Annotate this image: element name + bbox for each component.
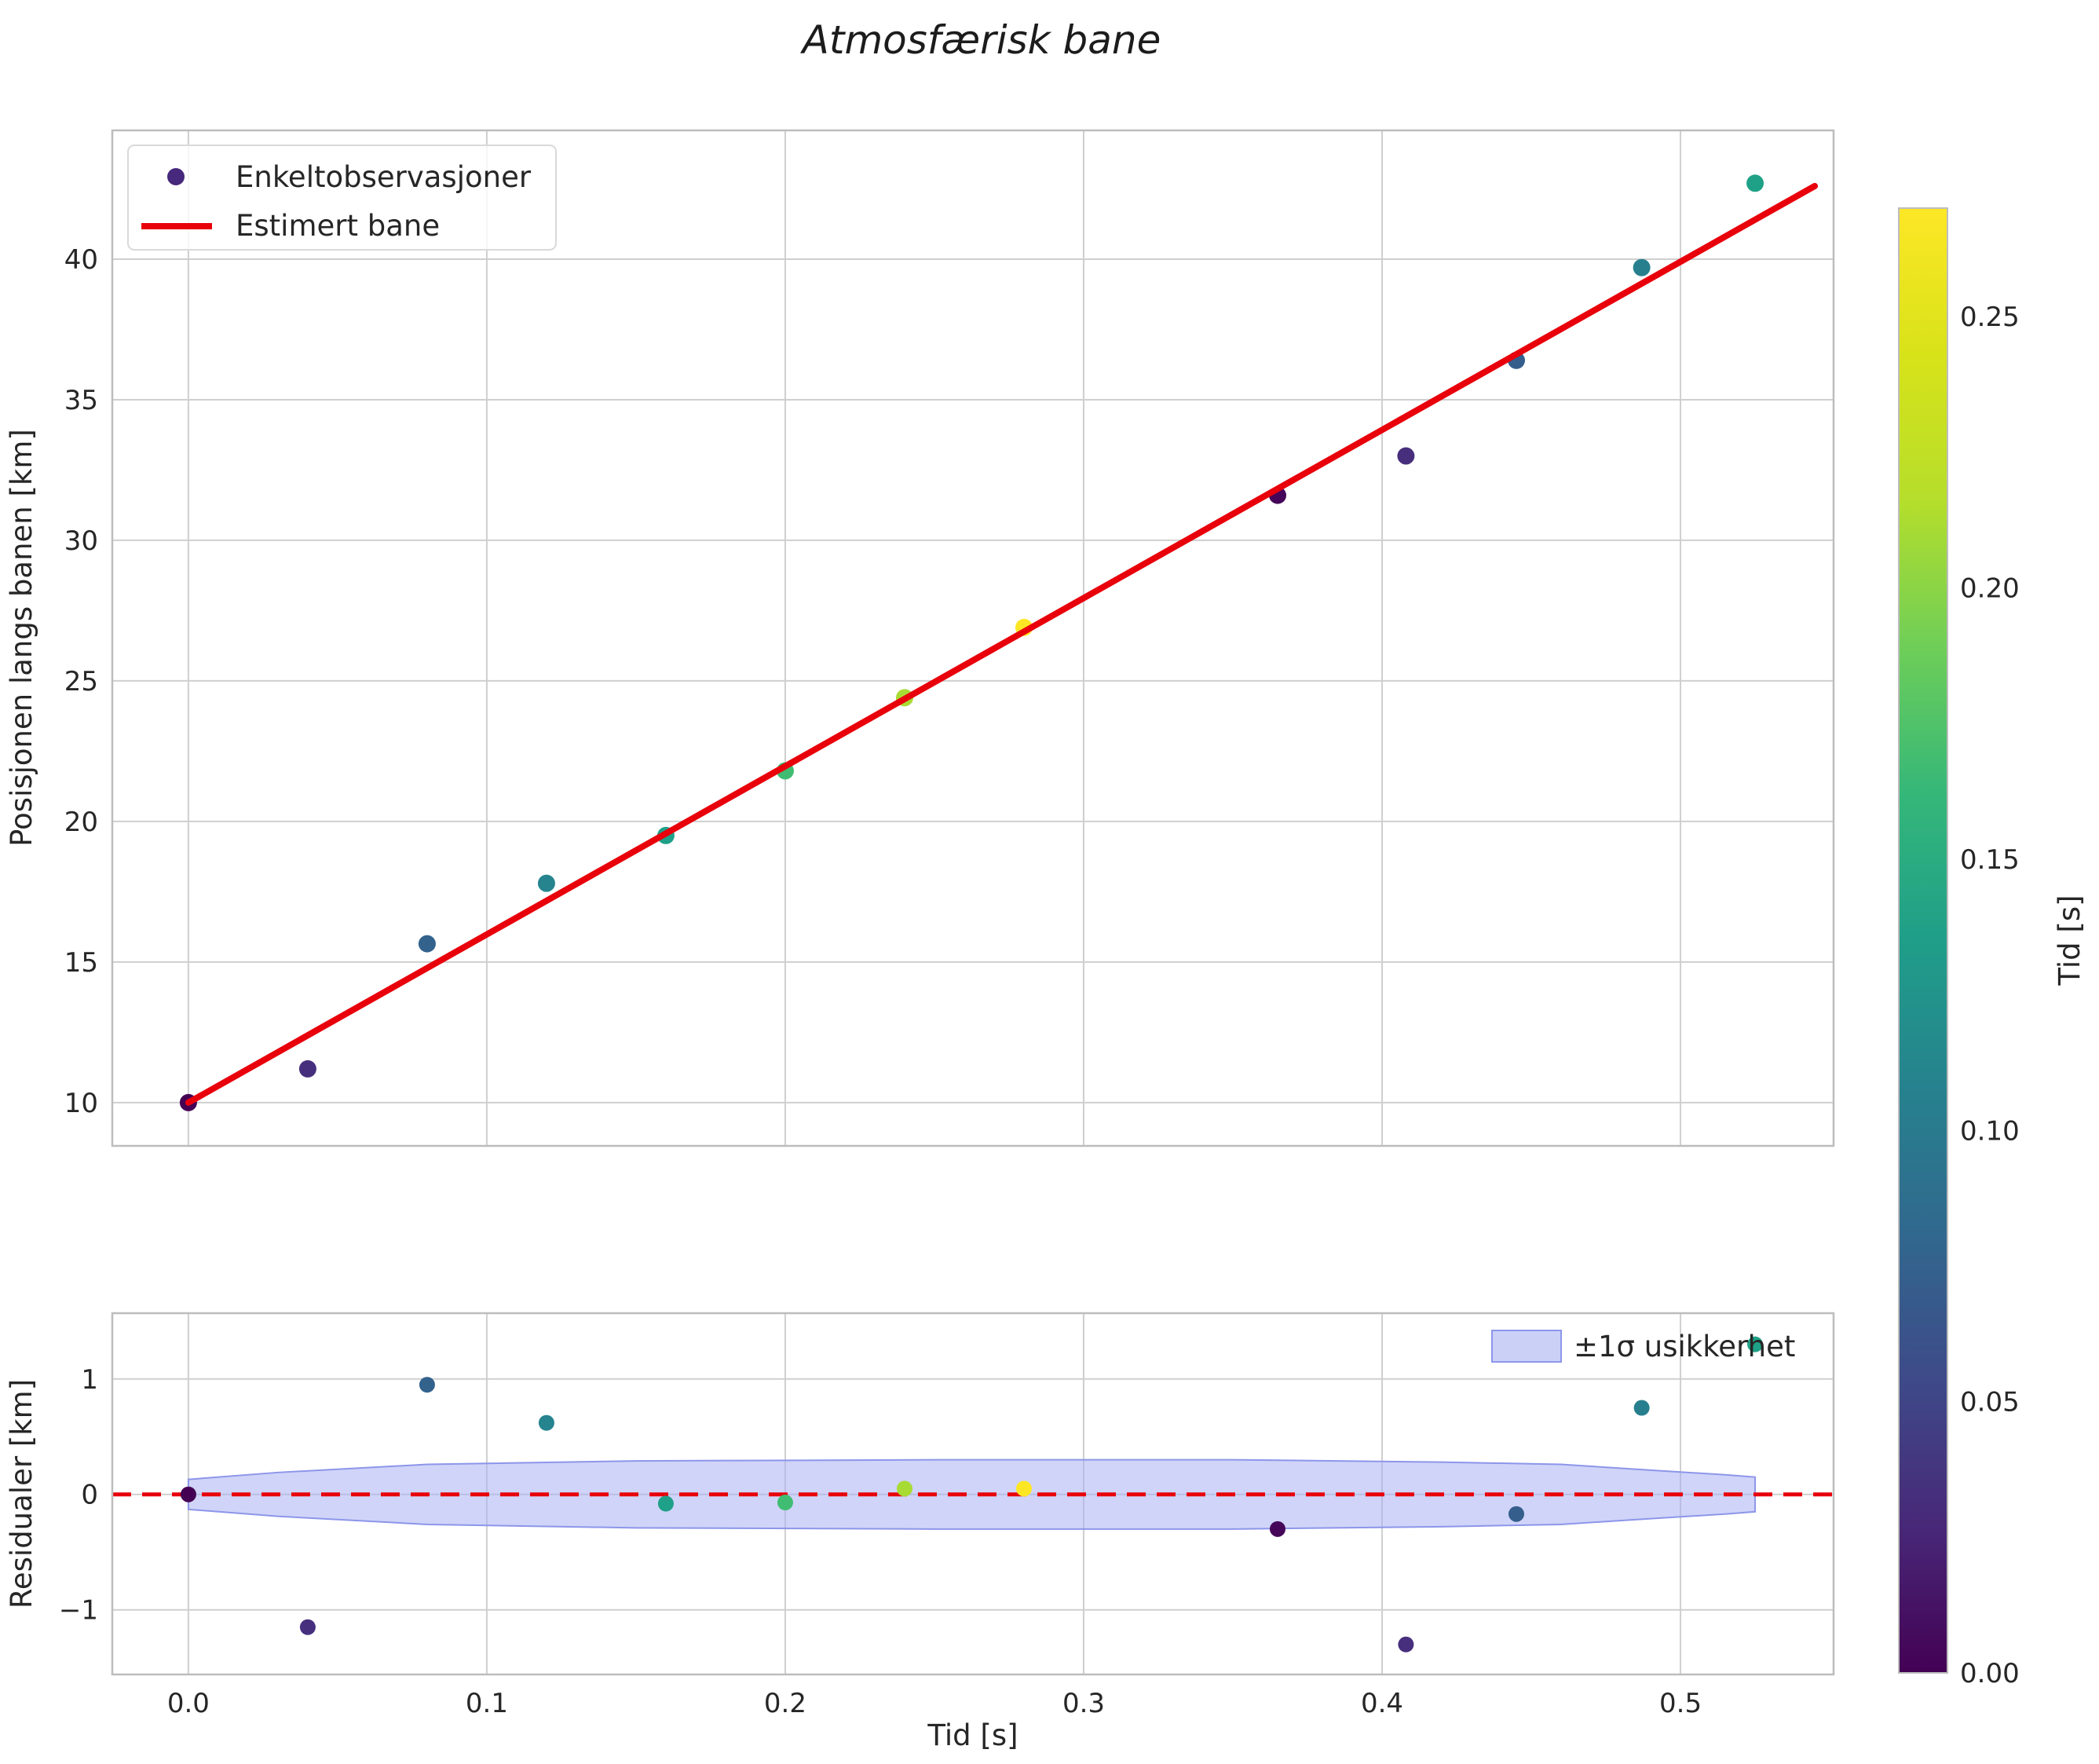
chart-title: Atmosfærisk bane bbox=[800, 17, 1161, 63]
legend-band-patch-icon bbox=[1492, 1330, 1561, 1362]
colorbar-tick-label: 0.25 bbox=[1960, 302, 2020, 333]
legend-frame bbox=[127, 145, 557, 251]
observation-point bbox=[1633, 258, 1651, 276]
observation-point bbox=[418, 935, 436, 953]
trajectory-y-tick-label: 25 bbox=[64, 666, 98, 697]
x-tick-label: 0.1 bbox=[466, 1688, 508, 1719]
legend-line-label: Estimert bane bbox=[236, 209, 440, 243]
colorbar-gradient-bar bbox=[1898, 207, 1948, 1674]
residual-point bbox=[657, 1495, 674, 1512]
residual-y-tick-label: 1 bbox=[81, 1364, 98, 1396]
residual-point bbox=[1747, 1336, 1764, 1352]
x-tick-label: 0.0 bbox=[167, 1688, 210, 1719]
trajectory-plot-spine bbox=[111, 129, 1835, 1147]
trajectory-y-tick-label: 20 bbox=[64, 807, 98, 838]
observation-point bbox=[298, 1059, 316, 1078]
uncertainty-band-layer bbox=[112, 1458, 1834, 1530]
fit-line bbox=[185, 182, 1819, 1106]
observation-point bbox=[1397, 447, 1415, 465]
residual-point bbox=[777, 1495, 793, 1511]
trajectory-y-tick-label: 10 bbox=[64, 1088, 98, 1119]
residual-point bbox=[1508, 1506, 1525, 1522]
x-tick-label: 0.3 bbox=[1062, 1688, 1105, 1719]
trajectory-y-tick-label: 40 bbox=[64, 244, 98, 276]
residual-point bbox=[180, 1486, 196, 1502]
observation-point bbox=[537, 874, 555, 892]
residual-point bbox=[538, 1414, 554, 1431]
x-tick-label: 0.2 bbox=[764, 1688, 806, 1719]
residual-legend: ±1σ usikkerhet bbox=[1491, 1330, 1795, 1363]
legend-band-label: ±1σ usikkerhet bbox=[1574, 1330, 1795, 1363]
gridlines-layer bbox=[112, 130, 1834, 1674]
residual-point bbox=[1015, 1480, 1032, 1497]
residual-data-layer bbox=[180, 1336, 1764, 1652]
colorbar-tick-label: 0.15 bbox=[1960, 844, 2020, 876]
residual-y-tick-label: 0 bbox=[81, 1480, 98, 1511]
colorbar-tick-labels: 0.00 0.05 0.10 0.15 0.20 0.25 bbox=[1960, 302, 2020, 1689]
residual-y-tick-label: −1 bbox=[59, 1595, 98, 1627]
colorbar-tick-label: 0.10 bbox=[1960, 1115, 2020, 1147]
x-axis-label: Tid [s] bbox=[927, 1718, 1018, 1752]
observation-point bbox=[1746, 174, 1764, 192]
residual-point bbox=[1270, 1521, 1286, 1537]
trajectory-y-axis-label: Posisjonen langs banen [km] bbox=[5, 429, 38, 847]
colorbar-tick-label: 0.20 bbox=[1960, 573, 2020, 605]
residual-y-axis-label: Residualer [km] bbox=[5, 1379, 38, 1608]
residual-point bbox=[419, 1377, 435, 1393]
uncertainty-band bbox=[187, 1458, 1757, 1530]
colorbar: 0.00 0.05 0.10 0.15 0.20 0.25 Tid [s] bbox=[1898, 207, 2086, 1689]
residual-point bbox=[299, 1619, 316, 1635]
legend-band-patch-edge bbox=[1491, 1330, 1562, 1363]
residual-point bbox=[1398, 1636, 1414, 1652]
colorbar-tick-label: 0.00 bbox=[1960, 1658, 2020, 1689]
residual-point bbox=[1633, 1400, 1650, 1416]
x-tick-label: 0.5 bbox=[1659, 1688, 1702, 1719]
residual-point bbox=[896, 1480, 912, 1497]
residual-plot-spine bbox=[111, 1312, 1835, 1676]
trajectory-legend: Enkeltobservasjoner Estimert bane bbox=[127, 145, 557, 251]
trajectory-data-layer bbox=[179, 174, 1819, 1111]
tick-labels-layer: 10 15 20 25 30 35 40 −1 0 1 0.0 0.1 0.2 0.3 0.4 0.5 bbox=[59, 244, 1702, 1719]
legend-scatter-label: Enkeltobservasjoner bbox=[236, 160, 532, 194]
colorbar-tick-label: 0.05 bbox=[1960, 1387, 2020, 1418]
legend-scatter-marker-icon bbox=[167, 168, 185, 185]
trajectory-y-tick-label: 30 bbox=[64, 525, 98, 557]
trajectory-y-tick-label: 35 bbox=[64, 385, 98, 416]
trajectory-y-tick-label: 15 bbox=[64, 947, 98, 979]
colorbar-label: Tid [s] bbox=[2053, 895, 2086, 986]
x-tick-label: 0.4 bbox=[1361, 1688, 1403, 1719]
